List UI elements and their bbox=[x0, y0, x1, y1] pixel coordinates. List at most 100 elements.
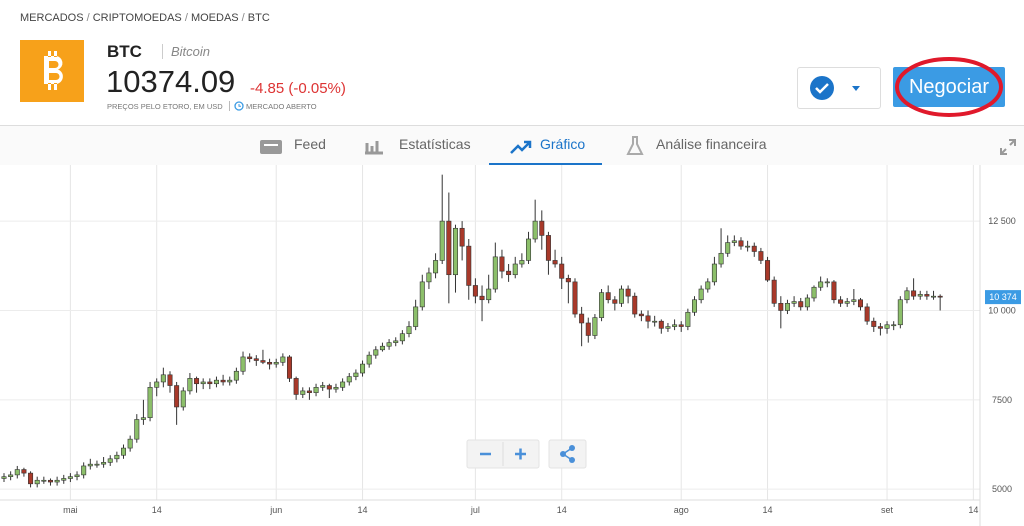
candle-body bbox=[154, 381, 160, 388]
candle-body bbox=[267, 361, 273, 365]
x-tick-label: jul bbox=[470, 505, 480, 515]
candle-body bbox=[824, 281, 830, 284]
candle-body bbox=[831, 281, 837, 301]
candle-body bbox=[645, 315, 651, 322]
share-box[interactable] bbox=[548, 439, 587, 469]
tab-active[interactable]: Gráfico bbox=[540, 136, 586, 152]
share-dot bbox=[560, 451, 566, 457]
candle-body bbox=[877, 326, 883, 329]
candle-body bbox=[180, 390, 186, 408]
candle-body bbox=[798, 301, 804, 308]
candle-body bbox=[784, 303, 790, 311]
candle-body bbox=[698, 288, 704, 301]
candle-body bbox=[486, 288, 492, 301]
candle-body bbox=[233, 370, 239, 381]
tab[interactable]: Feed bbox=[294, 136, 326, 152]
candle-body bbox=[213, 379, 219, 385]
x-tick-label: 14 bbox=[763, 505, 773, 515]
candle-body bbox=[618, 288, 624, 304]
candle-body bbox=[884, 324, 890, 329]
candle-body bbox=[134, 419, 140, 440]
candle-body bbox=[612, 299, 618, 304]
candle-body bbox=[200, 381, 206, 385]
analysis-icon bbox=[626, 136, 644, 155]
tab-bar: Feed Estatísticas Gráfico Análise financ… bbox=[0, 125, 1024, 167]
x-tick-label: ago bbox=[674, 505, 689, 515]
watchlist-button[interactable] bbox=[797, 67, 881, 109]
candle-body bbox=[472, 285, 478, 297]
watch-icons bbox=[810, 76, 860, 100]
candle-body bbox=[765, 260, 771, 281]
candle-body bbox=[399, 333, 405, 342]
candle-body bbox=[778, 303, 784, 311]
trade-button[interactable]: Negociar bbox=[893, 67, 1005, 107]
logo bbox=[20, 40, 84, 102]
candle-body bbox=[253, 358, 259, 361]
candle-body bbox=[857, 299, 863, 308]
crumb[interactable]: MOEDAS bbox=[182, 12, 239, 24]
symbol: BTC bbox=[107, 42, 142, 61]
candle-body bbox=[320, 385, 326, 388]
candle-body bbox=[897, 299, 903, 326]
candle-body bbox=[539, 220, 545, 236]
x-tick-label: jun bbox=[269, 505, 282, 515]
candle-body bbox=[658, 320, 664, 329]
y-tick-label: 10 000 bbox=[988, 305, 1016, 315]
last-price-tag bbox=[985, 290, 1021, 305]
candle-body bbox=[386, 342, 392, 347]
crumb: BTC bbox=[239, 12, 270, 24]
candle-body bbox=[625, 288, 631, 297]
candle-body bbox=[147, 387, 153, 419]
highlight-ellipse bbox=[895, 57, 1003, 117]
y-tick-label: 5000 bbox=[992, 484, 1012, 494]
candle-body bbox=[665, 326, 671, 329]
candle-body bbox=[579, 313, 585, 324]
tab[interactable]: Estatísticas bbox=[399, 136, 471, 152]
candle-body bbox=[771, 279, 777, 304]
candle-body bbox=[61, 478, 67, 481]
crumb[interactable]: MERCADOS bbox=[20, 12, 84, 24]
candle-body bbox=[280, 356, 286, 363]
crumb[interactable]: CRIPTOMOEDAS bbox=[84, 12, 182, 24]
last-price-label: 10 374 bbox=[989, 292, 1017, 302]
candle-body bbox=[34, 479, 40, 485]
candle-body bbox=[592, 317, 598, 336]
candle-body bbox=[41, 479, 47, 482]
divider bbox=[229, 101, 230, 111]
candle-body bbox=[207, 381, 213, 385]
candle-body bbox=[121, 447, 127, 456]
candle-body bbox=[526, 238, 532, 261]
zoom-in[interactable] bbox=[515, 448, 526, 460]
candle-body bbox=[340, 381, 346, 388]
candle-body bbox=[160, 374, 166, 383]
candle-body bbox=[811, 286, 817, 299]
fullscreen-icon[interactable] bbox=[998, 137, 1018, 157]
tab[interactable]: Análise financeira bbox=[656, 136, 767, 152]
candle-body bbox=[300, 390, 306, 395]
candle-body bbox=[439, 220, 445, 261]
candle-body bbox=[67, 476, 73, 479]
candle-body bbox=[101, 462, 107, 465]
candle-body bbox=[446, 220, 452, 276]
candle-body bbox=[545, 235, 551, 261]
candle-body bbox=[74, 474, 80, 477]
candle-body bbox=[47, 479, 53, 483]
candle-body bbox=[725, 242, 731, 254]
candle-body bbox=[937, 295, 943, 298]
candle-body bbox=[678, 324, 684, 327]
y-tick-label: 12 500 bbox=[988, 216, 1016, 226]
stats-icon bbox=[365, 141, 383, 155]
candle-body bbox=[864, 306, 870, 322]
candle-body bbox=[804, 297, 810, 308]
clock-icon bbox=[234, 101, 244, 111]
candle-body bbox=[851, 299, 857, 302]
candle-body bbox=[466, 245, 472, 286]
candle-body bbox=[114, 454, 120, 460]
chart: mai 14 jun 14 jul 14 ago 14 set 14 5000 7500 10 000 1… bbox=[0, 165, 1024, 526]
asset-name: Bitcoin bbox=[162, 44, 210, 59]
candle-body bbox=[174, 385, 180, 408]
candle-body bbox=[751, 245, 757, 252]
price: 10374.09 bbox=[106, 64, 236, 99]
candle-body bbox=[107, 458, 113, 463]
candle-body bbox=[194, 378, 200, 385]
